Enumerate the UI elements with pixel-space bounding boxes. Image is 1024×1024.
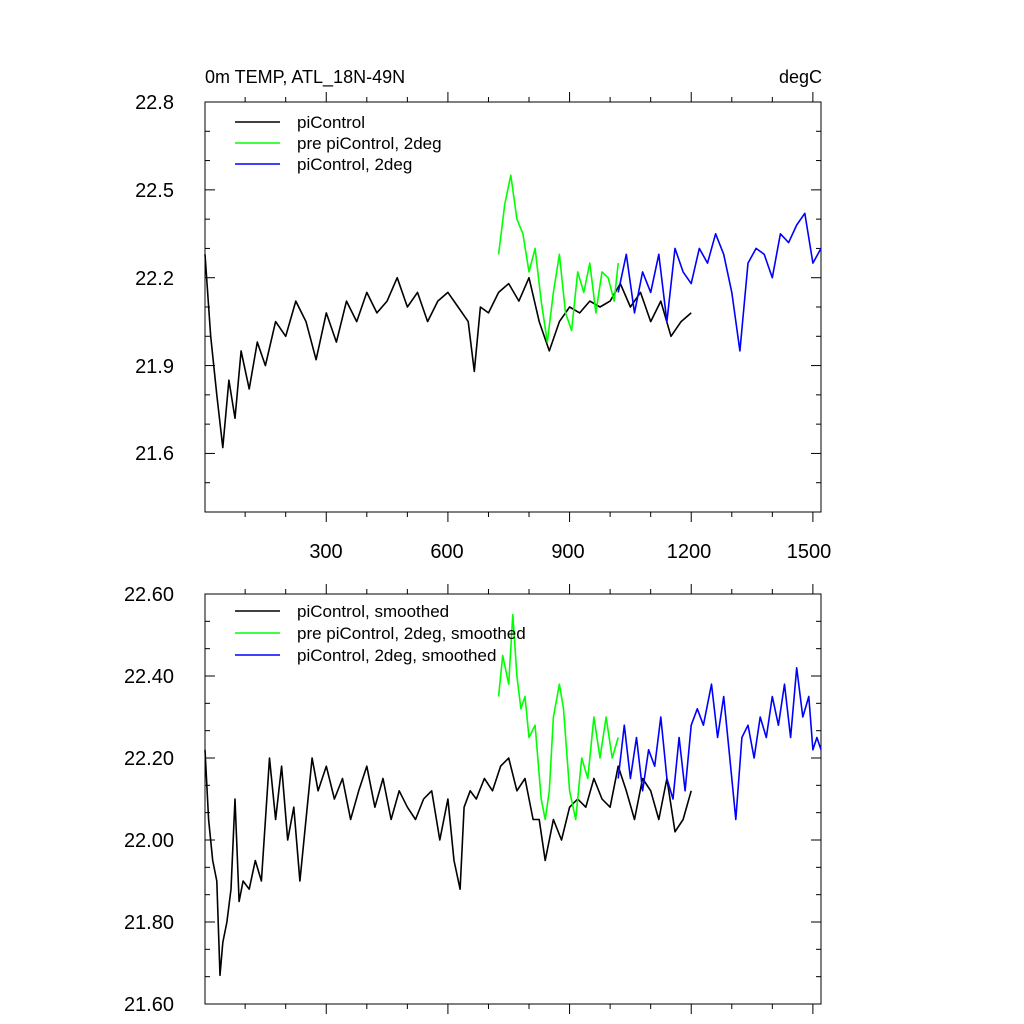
panel-1-y-tick-label: 22.2 (135, 268, 174, 290)
panel-1-y-tick-label: 21.6 (135, 443, 174, 465)
panel-1-y-tick-label: 22.5 (135, 180, 174, 202)
panel-1-title: 0m TEMP, ATL_18N-49N (205, 67, 405, 88)
series-line-3 (617, 212, 822, 352)
panel-1: 0m TEMP, ATL_18N-49N degC 22.8 22.5 22.2… (135, 67, 831, 563)
series-line-1 (204, 254, 692, 449)
legend-label: piControl (297, 113, 365, 132)
legend-label: pre piControl, 2deg, smoothed (297, 624, 526, 643)
legend-label: piControl, 2deg (297, 155, 412, 174)
panel-2-series (204, 613, 822, 977)
panel-1-y-tick-label: 21.9 (135, 356, 174, 378)
legend-label: pre piControl, 2deg (297, 134, 442, 153)
panel-1-series (204, 174, 822, 449)
panel-1-x-tick-label: 1500 (787, 541, 832, 563)
panel-2-y-tick-label: 22.40 (124, 666, 174, 688)
panel-1-x-ticks (244, 92, 814, 522)
series-line-3 (617, 666, 822, 821)
series-line-2 (497, 613, 619, 821)
panel-2-x-ticks (244, 584, 814, 1014)
series-line-2 (497, 174, 619, 343)
legend-label: piControl, 2deg, smoothed (297, 646, 496, 665)
panel-2-y-tick-label: 22.60 (124, 584, 174, 606)
panel-1-x-tick-label: 1200 (667, 541, 712, 563)
panel-2-plot-area (204, 593, 822, 1005)
panel-2-y-tick-labels: 22.60 22.40 22.20 22.00 21.80 21.60 (124, 584, 174, 1016)
legend-label: piControl, smoothed (297, 602, 449, 621)
panel-1-x-tick-labels: 300 600 900 1200 1500 (309, 541, 831, 563)
panel-1-x-tick-label: 600 (430, 541, 463, 563)
panel-2: 22.60 22.40 22.20 22.00 21.80 21.60 piCo… (124, 584, 822, 1016)
panel-1-legend: piControl pre piControl, 2deg piControl,… (235, 113, 442, 174)
panel-1-y-tick-label: 22.8 (135, 92, 174, 114)
panel-2-y-tick-label: 21.60 (124, 994, 174, 1016)
panel-2-y-tick-label: 21.80 (124, 912, 174, 934)
panel-1-y-tick-labels: 22.8 22.5 22.2 21.9 21.6 (135, 92, 174, 465)
panel-2-legend: piControl, smoothed pre piControl, 2deg,… (235, 602, 526, 665)
panel-2-y-tick-label: 22.00 (124, 830, 174, 852)
panel-1-x-tick-label: 300 (309, 541, 342, 563)
series-line-1 (204, 749, 692, 977)
panel-1-x-tick-label: 900 (551, 541, 584, 563)
panel-1-units: degC (779, 67, 822, 87)
panel-2-y-tick-label: 22.20 (124, 748, 174, 770)
